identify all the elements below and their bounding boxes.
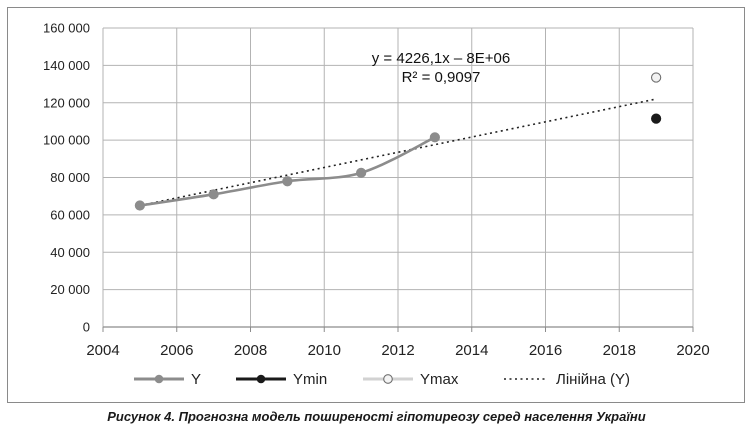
x-tick-label: 2006 (160, 342, 193, 359)
legend-label: Лінійна (Y) (556, 371, 630, 388)
x-tick-label: 2014 (455, 342, 488, 359)
y-tick-label: 160 000 (43, 21, 90, 36)
series-ymin-point (651, 113, 662, 124)
legend-marker (154, 374, 164, 384)
legend-item: Ymax (363, 371, 459, 388)
legend-marker (383, 374, 393, 384)
series-y-point (134, 200, 145, 211)
x-tick-label: 2016 (529, 342, 562, 359)
legend-label: Ymax (420, 371, 459, 388)
chart-frame: 0 20 000 40 000 60 000 80 000 100 000 120 000 1… (7, 7, 745, 403)
y-tick-label: 80 000 (50, 170, 90, 185)
x-tick-label: 2008 (234, 342, 267, 359)
x-tick-label: 2018 (603, 342, 636, 359)
y-tick-label: 0 (83, 320, 90, 335)
x-axis-ticks: 2004 2006 2008 2010 2012 2014 2016 2018 2020 (86, 342, 709, 359)
x-tick-label: 2020 (676, 342, 709, 359)
legend: Y Ymin Ymax Лінійна (Y) (134, 371, 630, 388)
y-tick-label: 120 000 (43, 95, 90, 110)
r-squared-label: R² = 0,9097 (402, 69, 481, 86)
series-ymax-point (650, 72, 662, 83)
legend-marker (256, 374, 266, 384)
chart-svg: 0 20 000 40 000 60 000 80 000 100 000 120 000 1… (43, 21, 710, 389)
legend-label: Ymin (293, 371, 327, 388)
y-tick-label: 60 000 (50, 207, 90, 222)
series-group (134, 72, 662, 211)
x-tick-label: 2012 (381, 342, 414, 359)
figure-caption: Рисунок 4. Прогнозна модель поширеності … (107, 409, 646, 424)
series-y-point (356, 167, 367, 178)
y-tick-label: 140 000 (43, 58, 90, 73)
x-tick-label: 2010 (308, 342, 341, 359)
series-y-point (429, 132, 440, 143)
y-tick-label: 40 000 (50, 245, 90, 260)
grid (102, 27, 694, 332)
x-tick-label: 2004 (86, 342, 119, 359)
legend-label: Y (191, 371, 201, 388)
series-y-point (282, 176, 293, 187)
y-tick-label: 20 000 (50, 282, 90, 297)
legend-item: Лінійна (Y) (504, 371, 630, 388)
trendline-equation: y = 4226,1x – 8E+06 (372, 50, 510, 67)
series-y-point (208, 189, 219, 200)
legend-item: Ymin (236, 371, 327, 388)
legend-item: Y (134, 371, 201, 388)
y-tick-label: 100 000 (43, 133, 90, 148)
y-axis-ticks: 0 20 000 40 000 60 000 80 000 100 000 120 000 1… (43, 21, 90, 335)
series-y-line (139, 136, 436, 207)
